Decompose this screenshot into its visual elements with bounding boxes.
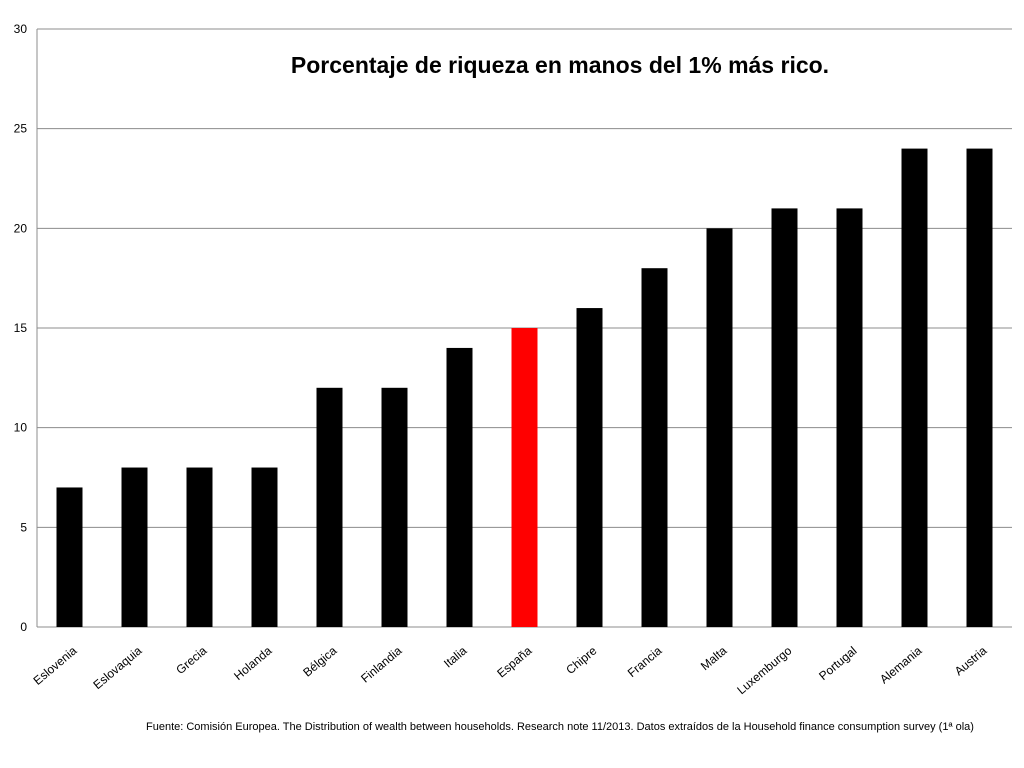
bar-eslovaquia xyxy=(121,467,148,627)
source-note: Fuente: Comisión Europea. The Distributi… xyxy=(146,721,974,733)
x-tick-label: Holanda xyxy=(231,643,274,683)
bar-eslovenia xyxy=(56,487,83,627)
bar-austria xyxy=(966,148,993,627)
x-tick-label: Eslovenia xyxy=(31,643,80,687)
bar-holanda xyxy=(251,467,278,627)
bar-bélgica xyxy=(316,387,343,627)
bars xyxy=(56,148,993,628)
bar-chipre xyxy=(576,308,603,627)
bar-grecia xyxy=(186,467,213,627)
y-tick-label: 20 xyxy=(14,221,28,235)
bar-malta xyxy=(706,228,733,628)
bar-francia xyxy=(641,268,668,627)
x-tick-label: Grecia xyxy=(173,643,209,677)
y-tick-label: 10 xyxy=(14,421,28,435)
x-tick-label: Alemania xyxy=(877,643,925,686)
bar-españa xyxy=(511,328,538,627)
y-tick-label: 15 xyxy=(14,321,28,335)
x-axis-labels: Eslovenia Eslovaquia Grecia Holanda Bélgica F… xyxy=(31,643,990,697)
bar-alemania xyxy=(901,148,928,627)
x-tick-label: Finlandia xyxy=(358,643,405,685)
x-tick-label: Francia xyxy=(625,643,665,680)
y-axis: 0 5 10 15 20 25 30 xyxy=(14,22,38,634)
bar-luxemburgo xyxy=(771,208,798,627)
x-tick-label: Chipre xyxy=(563,643,599,677)
x-tick-label: Portugal xyxy=(816,644,859,683)
bar-portugal xyxy=(836,208,863,627)
x-tick-label: Luxemburgo xyxy=(734,643,794,697)
x-tick-label: España xyxy=(494,643,534,680)
bar-italia xyxy=(446,347,473,627)
y-tick-label: 5 xyxy=(20,520,27,534)
y-tick-label: 30 xyxy=(14,22,28,36)
bar-finlandia xyxy=(381,387,408,627)
x-tick-label: Malta xyxy=(698,643,730,673)
x-tick-label: Italia xyxy=(441,643,470,670)
y-tick-label: 25 xyxy=(14,122,28,136)
x-tick-label: Austria xyxy=(952,643,990,678)
y-tick-label: 0 xyxy=(20,620,27,634)
x-tick-label: Eslovaquia xyxy=(90,643,144,692)
chart-title: Porcentaje de riqueza en manos del 1% má… xyxy=(290,52,830,78)
x-tick-label: Bélgica xyxy=(300,643,339,679)
